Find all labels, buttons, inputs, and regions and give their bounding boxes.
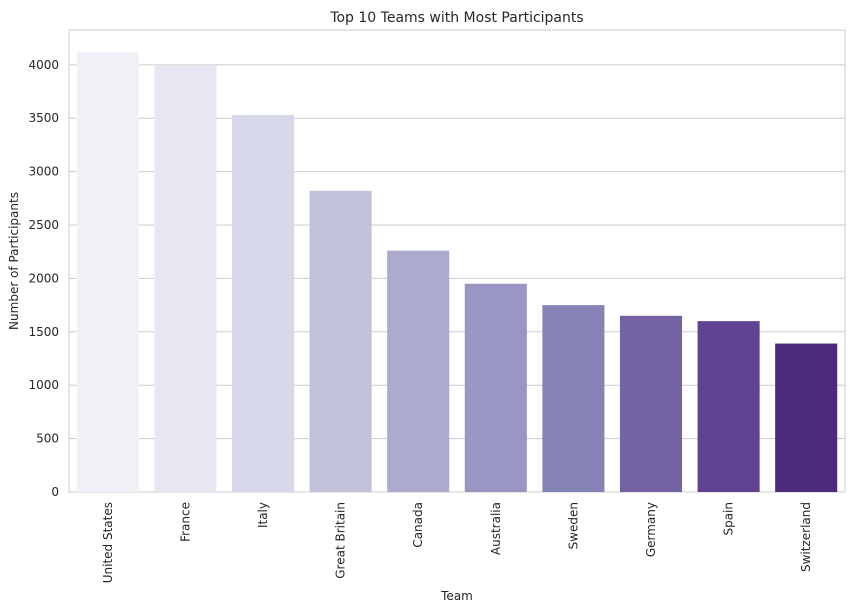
bar-canada xyxy=(387,250,450,492)
y-tick-label: 3000 xyxy=(28,165,59,179)
x-axis-label: Team xyxy=(440,589,473,603)
bar-united-states xyxy=(76,52,139,492)
x-tick-labels: United States France Italy Great Britain Can… xyxy=(101,502,813,583)
bar-germany xyxy=(619,315,683,492)
y-tick-labels: 0 500 1000 1500 2000 2500 3000 3500 4000 xyxy=(28,58,59,499)
x-tick-label: France xyxy=(178,502,192,542)
bar-france xyxy=(154,65,217,493)
y-tick-label: 2000 xyxy=(28,271,59,285)
bar-spain xyxy=(697,321,760,492)
y-tick-label: 500 xyxy=(36,432,59,446)
x-tick-label: Italy xyxy=(256,502,270,528)
bar-italy xyxy=(231,115,295,493)
x-tick-label: Canada xyxy=(411,502,425,548)
y-tick-label: 0 xyxy=(51,485,59,499)
y-tick-label: 2500 xyxy=(28,218,59,232)
x-tick-label: Spain xyxy=(722,502,736,536)
bar-great-britain xyxy=(309,190,372,492)
bar-switzerland xyxy=(775,343,838,492)
y-tick-label: 3500 xyxy=(28,111,59,125)
x-tick-label: Australia xyxy=(489,502,503,555)
x-tick-label: Switzerland xyxy=(799,502,813,572)
x-tick-label: Germany xyxy=(644,502,658,557)
x-tick-label: Great Britain xyxy=(334,502,348,579)
bar-australia xyxy=(464,283,527,492)
chart-title: Top 10 Teams with Most Participants xyxy=(329,10,583,26)
y-axis-label: Number of Participants xyxy=(7,192,21,330)
bars xyxy=(76,52,838,493)
bar-sweden xyxy=(542,305,605,492)
x-tick-label: Sweden xyxy=(566,502,580,549)
y-tick-label: 4000 xyxy=(28,58,59,72)
x-tick-label: United States xyxy=(101,502,115,583)
y-tick-label: 1000 xyxy=(28,378,59,392)
y-tick-label: 1500 xyxy=(28,325,59,339)
